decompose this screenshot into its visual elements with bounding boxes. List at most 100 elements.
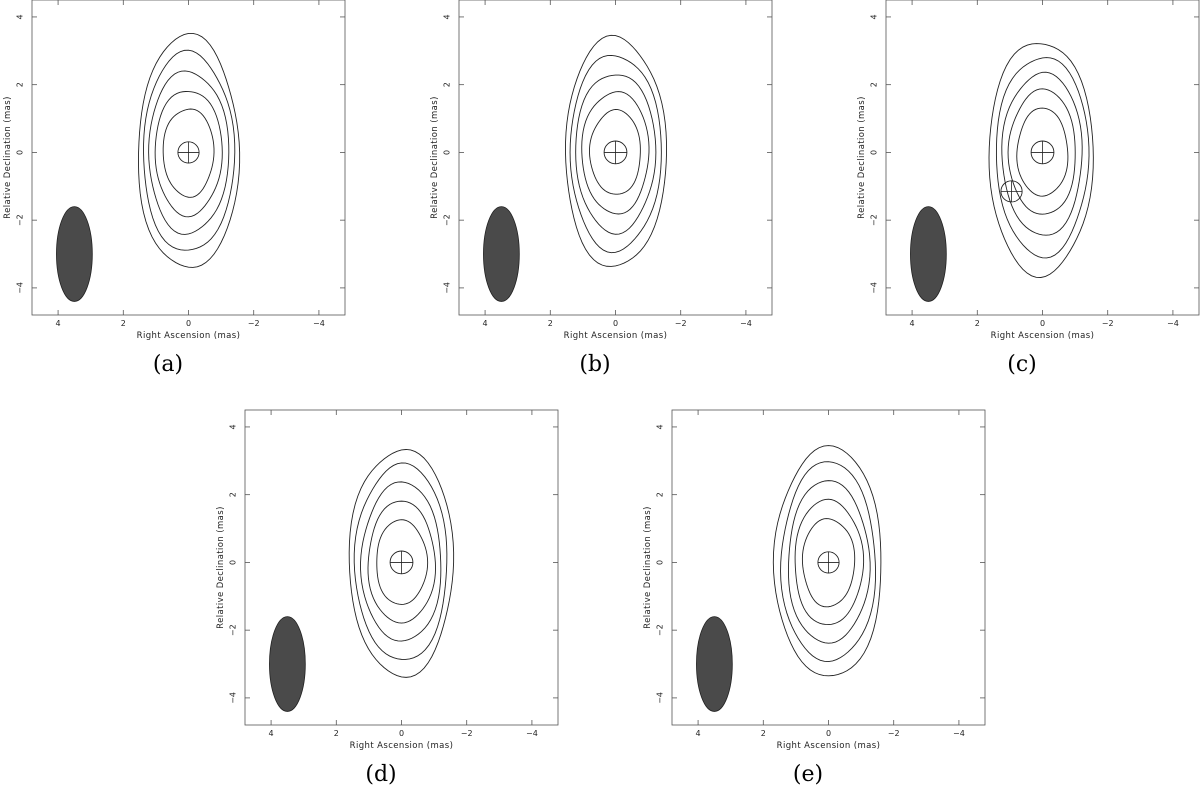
- contour-level: [995, 57, 1090, 259]
- contour-level: [154, 91, 223, 218]
- y-tick-label: 2: [870, 82, 879, 87]
- y-tick-label: −4: [870, 282, 879, 294]
- y-tick-label: 2: [656, 492, 665, 497]
- y-tick-label: 2: [229, 492, 238, 497]
- contour-level: [1007, 88, 1076, 215]
- panel-e: 4 2 0 −2 −4 4 2 0 −2 −4 Right Ascension (mas) Relat…: [640, 409, 990, 751]
- x-axis-label: Right Ascension (mas): [564, 331, 668, 341]
- caption-e: (e): [792, 762, 824, 787]
- restoring-beam: [696, 616, 733, 712]
- contour-level: [360, 481, 442, 642]
- contour-level: [565, 34, 668, 267]
- x-axis-label: Right Ascension (mas): [777, 741, 881, 751]
- contour-level: [780, 461, 877, 662]
- y-tick-label: −4: [229, 692, 238, 704]
- panel-a: 4 2 0 −2 −4 4 2 0 −2 −4 Right Ascension (mas) Relat…: [0, 0, 350, 341]
- y-tick-label: −2: [443, 214, 452, 226]
- y-tick-label: 4: [656, 424, 665, 429]
- y-tick-label: −4: [443, 282, 452, 294]
- y-axis-label: Relative Declination (mas): [216, 506, 226, 629]
- caption-c: (c): [1007, 352, 1037, 377]
- x-tick-label: −2: [461, 729, 473, 738]
- x-axis-label: Right Ascension (mas): [991, 331, 1095, 341]
- x-tick-label: 2: [334, 729, 339, 738]
- contour-level: [772, 445, 882, 677]
- x-tick-label: 0: [826, 729, 831, 738]
- contour-level: [367, 500, 436, 624]
- contour-map-a: 4 2 0 −2 −4 4 2 0 −2 −4 Right Ascension (mas) Relat…: [3, 0, 346, 341]
- contour-level: [581, 91, 650, 215]
- contour-level: [353, 462, 448, 660]
- y-tick-label: 0: [229, 560, 238, 565]
- contour-level: [1016, 107, 1069, 197]
- x-tick-label: 2: [761, 729, 766, 738]
- x-tick-label: 4: [56, 319, 61, 328]
- contour-level: [569, 54, 662, 254]
- x-tick-label: −2: [888, 729, 900, 738]
- y-tick-label: −2: [229, 624, 238, 636]
- y-tick-label: 4: [443, 14, 452, 19]
- x-tick-label: −2: [248, 319, 260, 328]
- restoring-beam: [910, 206, 947, 302]
- contour-level: [148, 70, 230, 235]
- y-tick-label: −2: [870, 214, 879, 226]
- y-tick-label: 0: [870, 150, 879, 155]
- contour-level: [988, 43, 1094, 278]
- restoring-beam: [483, 206, 520, 302]
- contour-level: [138, 32, 241, 268]
- x-tick-label: 4: [269, 729, 274, 738]
- x-tick-label: 0: [613, 319, 618, 328]
- x-tick-label: 0: [399, 729, 404, 738]
- caption-b: (b): [579, 352, 611, 377]
- contour-map-c: 4 2 0 −2 −4 4 2 0 −2 −4 Right Ascension (mas) Relat…: [857, 0, 1200, 341]
- y-tick-label: 2: [443, 82, 452, 87]
- x-tick-label: 2: [975, 319, 980, 328]
- contour-map-d: 4 2 0 −2 −4 4 2 0 −2 −4 Right Ascension (mas) Relat…: [216, 409, 559, 751]
- x-tick-label: −2: [675, 319, 687, 328]
- y-axis-label: Relative Declination (mas): [643, 506, 653, 629]
- x-tick-label: 4: [696, 729, 701, 738]
- x-tick-label: −4: [313, 319, 325, 328]
- contour-level: [143, 49, 236, 251]
- y-axis-label: Relative Declination (mas): [430, 96, 440, 219]
- contour-level: [589, 109, 641, 195]
- y-tick-label: −2: [656, 624, 665, 636]
- x-tick-label: 0: [186, 319, 191, 328]
- x-tick-label: 4: [910, 319, 915, 328]
- panel-b: 4 2 0 −2 −4 4 2 0 −2 −4 Right Ascension (mas) Relat…: [427, 0, 777, 341]
- contour-level: [162, 108, 215, 198]
- y-axis-label: Relative Declination (mas): [857, 96, 867, 219]
- x-tick-label: 2: [121, 319, 126, 328]
- x-axis-label: Right Ascension (mas): [350, 741, 454, 751]
- x-axis-label: Right Ascension (mas): [137, 331, 241, 341]
- x-tick-label: 4: [483, 319, 488, 328]
- contour-level: [376, 519, 429, 605]
- panel-d: 4 2 0 −2 −4 4 2 0 −2 −4 Right Ascension (mas) Relat…: [213, 409, 563, 751]
- x-tick-label: 0: [1040, 319, 1045, 328]
- contour-map-e: 4 2 0 −2 −4 4 2 0 −2 −4 Right Ascension (mas) Relat…: [643, 409, 986, 751]
- x-tick-label: −2: [1102, 319, 1114, 328]
- y-tick-label: 4: [870, 14, 879, 19]
- panel-c: 4 2 0 −2 −4 4 2 0 −2 −4 Right Ascension (mas) Relat…: [854, 0, 1200, 341]
- contour-level: [787, 480, 871, 644]
- y-tick-label: −2: [16, 214, 25, 226]
- caption-d: (d): [365, 762, 397, 787]
- y-tick-label: 0: [656, 560, 665, 565]
- contour-level: [801, 518, 856, 608]
- y-tick-label: 4: [229, 424, 238, 429]
- contour-level: [575, 74, 657, 235]
- contour-map-b: 4 2 0 −2 −4 4 2 0 −2 −4 Right Ascension (mas) Relat…: [430, 0, 773, 341]
- x-tick-label: −4: [740, 319, 752, 328]
- y-tick-label: 4: [16, 14, 25, 19]
- y-tick-label: 2: [16, 82, 25, 87]
- y-tick-label: −4: [16, 282, 25, 294]
- contour-level: [348, 449, 455, 678]
- x-tick-label: 2: [548, 319, 553, 328]
- contour-level: [1001, 71, 1083, 236]
- y-axis-label: Relative Declination (mas): [3, 96, 13, 219]
- y-tick-label: 0: [443, 150, 452, 155]
- restoring-beam: [56, 206, 93, 302]
- contour-level: [794, 498, 865, 626]
- restoring-beam: [269, 616, 306, 712]
